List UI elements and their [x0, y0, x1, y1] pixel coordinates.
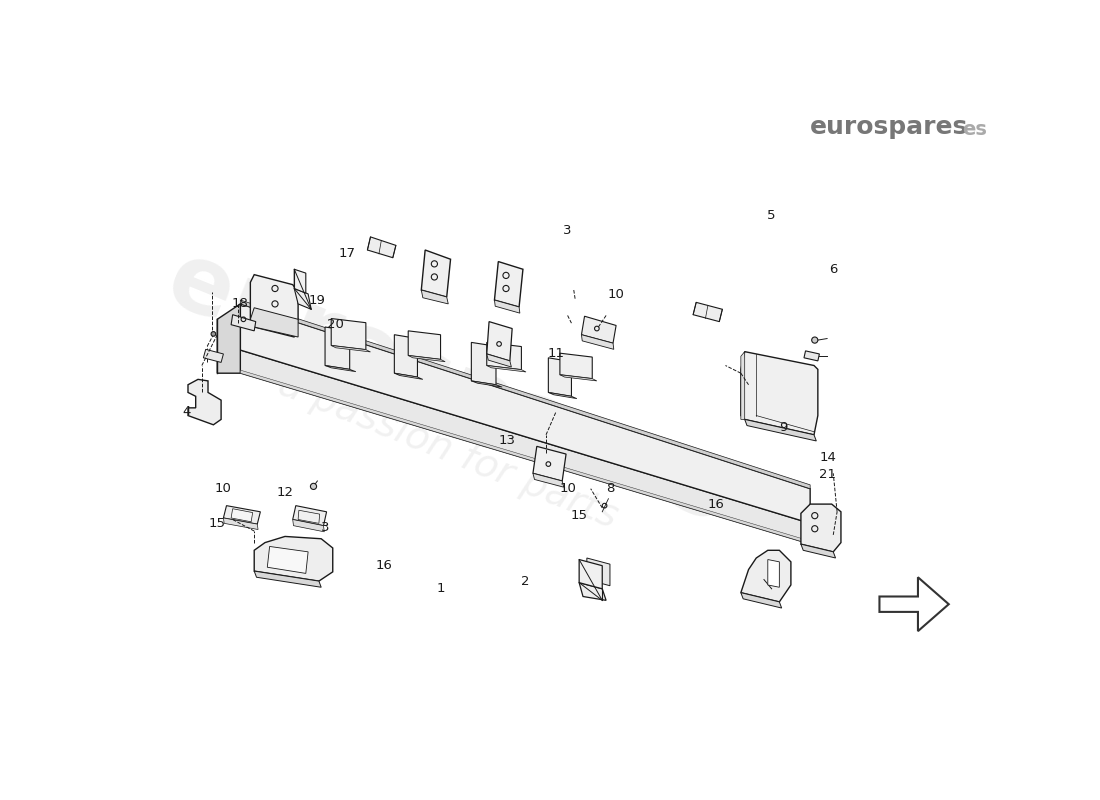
Polygon shape: [741, 352, 818, 435]
Polygon shape: [880, 578, 948, 631]
Text: 2: 2: [521, 574, 529, 587]
Text: 10: 10: [214, 482, 232, 495]
Polygon shape: [560, 374, 597, 381]
Polygon shape: [267, 546, 308, 574]
Text: 11: 11: [548, 347, 564, 361]
Circle shape: [211, 332, 216, 336]
Polygon shape: [254, 537, 332, 581]
Text: eurospares: eurospares: [154, 234, 742, 543]
Polygon shape: [251, 308, 298, 337]
Polygon shape: [408, 331, 440, 359]
Polygon shape: [241, 350, 810, 544]
Polygon shape: [768, 559, 779, 587]
Text: es: es: [962, 120, 988, 139]
Polygon shape: [331, 346, 371, 352]
Polygon shape: [582, 316, 616, 343]
Text: 20: 20: [327, 318, 343, 331]
Text: 9: 9: [779, 421, 788, 434]
Polygon shape: [251, 274, 298, 337]
Polygon shape: [326, 366, 356, 372]
Polygon shape: [326, 327, 350, 370]
Polygon shape: [486, 322, 513, 361]
Polygon shape: [801, 544, 836, 558]
Polygon shape: [472, 381, 502, 387]
Polygon shape: [295, 289, 311, 310]
Polygon shape: [486, 354, 512, 367]
Text: 16: 16: [707, 498, 725, 510]
Text: 14: 14: [820, 451, 836, 464]
Text: 6: 6: [829, 262, 837, 276]
Polygon shape: [231, 509, 253, 522]
Text: 10: 10: [607, 288, 625, 301]
Polygon shape: [741, 352, 745, 419]
Polygon shape: [582, 334, 614, 350]
Polygon shape: [486, 366, 526, 372]
Polygon shape: [587, 558, 609, 586]
Polygon shape: [254, 571, 321, 587]
Polygon shape: [804, 351, 820, 361]
Polygon shape: [395, 334, 418, 377]
Text: 19: 19: [309, 294, 326, 306]
Text: 10: 10: [559, 482, 576, 495]
Text: a passion for parts: a passion for parts: [273, 365, 624, 536]
Polygon shape: [204, 350, 223, 362]
Text: eurospares: eurospares: [810, 114, 968, 138]
Text: 4: 4: [183, 405, 190, 418]
Polygon shape: [408, 355, 446, 362]
Text: 15: 15: [209, 517, 226, 530]
Polygon shape: [241, 300, 810, 489]
Text: 3: 3: [321, 521, 329, 534]
Polygon shape: [331, 318, 366, 350]
Polygon shape: [801, 504, 842, 552]
Text: 1: 1: [437, 582, 444, 595]
Polygon shape: [548, 393, 576, 398]
Text: 3: 3: [563, 224, 572, 238]
Text: 12: 12: [276, 486, 294, 499]
Text: 16: 16: [375, 559, 392, 572]
Polygon shape: [218, 304, 241, 373]
Text: 13: 13: [499, 434, 516, 447]
Polygon shape: [395, 373, 422, 379]
Polygon shape: [421, 290, 449, 304]
Text: 18: 18: [232, 298, 249, 310]
Polygon shape: [293, 519, 324, 532]
Polygon shape: [745, 419, 816, 441]
Polygon shape: [495, 262, 522, 307]
Circle shape: [310, 483, 317, 490]
Polygon shape: [241, 304, 810, 523]
Polygon shape: [472, 342, 496, 385]
Polygon shape: [241, 370, 810, 544]
Polygon shape: [534, 446, 566, 481]
Polygon shape: [560, 353, 592, 378]
Text: 21: 21: [820, 468, 836, 482]
Polygon shape: [580, 582, 606, 600]
Text: 5: 5: [768, 209, 776, 222]
Polygon shape: [298, 510, 320, 523]
Text: 8: 8: [606, 482, 614, 495]
Polygon shape: [495, 300, 520, 313]
Polygon shape: [580, 559, 603, 589]
Polygon shape: [367, 237, 396, 258]
Polygon shape: [741, 593, 782, 608]
Polygon shape: [741, 550, 791, 602]
Polygon shape: [693, 302, 723, 322]
Polygon shape: [223, 506, 261, 524]
Polygon shape: [293, 506, 327, 526]
Polygon shape: [231, 314, 255, 331]
Polygon shape: [486, 342, 521, 370]
Circle shape: [812, 337, 818, 343]
Text: 15: 15: [571, 509, 587, 522]
Polygon shape: [188, 379, 221, 425]
Polygon shape: [548, 358, 572, 396]
Polygon shape: [295, 270, 306, 293]
Text: 17: 17: [338, 247, 355, 260]
Polygon shape: [534, 474, 563, 487]
Polygon shape: [223, 518, 258, 530]
Polygon shape: [421, 250, 451, 297]
